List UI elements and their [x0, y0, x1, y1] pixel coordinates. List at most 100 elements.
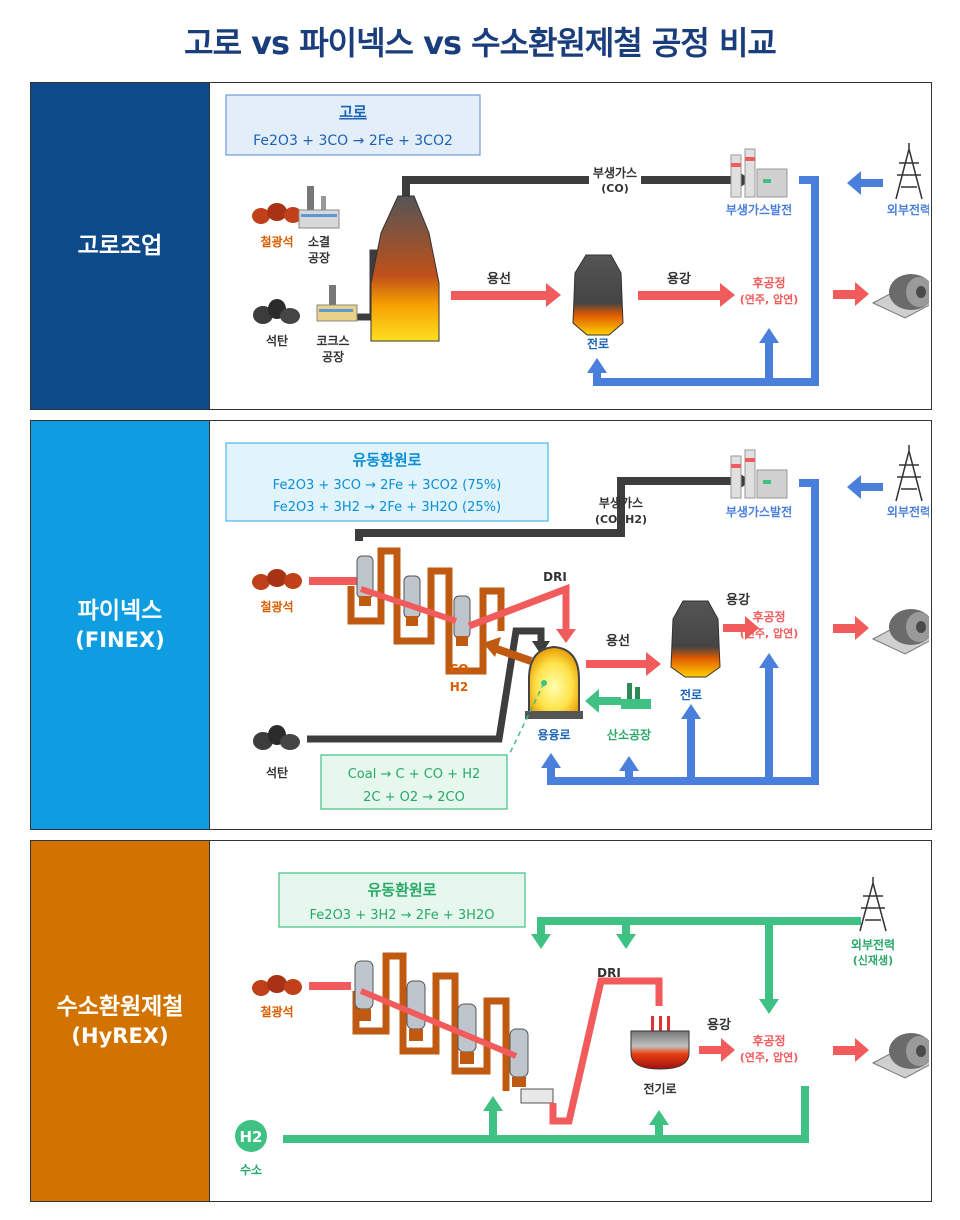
coal-icon	[253, 725, 300, 750]
bf-blue-return-line	[593, 176, 819, 386]
finex-molten-steel-label: 용강	[726, 592, 750, 608]
finex-power-plant-label: 부생가스발전	[726, 504, 792, 519]
hydrogen-icon	[235, 1120, 267, 1152]
iron-ore-icon	[252, 203, 302, 224]
finex-equation-box	[225, 442, 549, 522]
power-tower-icon	[895, 143, 923, 200]
page-title: 고로 vs 파이넥스 vs 수소환원제철 공정 비교	[184, 24, 777, 62]
steel-coil-icon	[871, 274, 929, 319]
finex-box-title: 유동환원로	[352, 451, 421, 469]
side-subtitle: (FINEX)	[75, 628, 165, 652]
power-tower-icon	[895, 445, 923, 502]
finex-melter-label: 용융로	[537, 727, 570, 742]
hyrex-molten-steel-label: 용강	[707, 1017, 731, 1033]
finex-coal-equation-box	[320, 754, 508, 810]
finex-gas-label-2: (CO, H2)	[595, 513, 647, 526]
finex-post-process-label-1: 후공정	[752, 609, 785, 624]
bf-iron-ore-label: 철광석	[260, 234, 293, 249]
bf-hot-metal-label: 용선	[487, 271, 511, 287]
hyrex-post-process-label-1: 후공정	[752, 1033, 785, 1048]
side-subtitle: (HyREX)	[71, 1024, 169, 1048]
finex-hot-metal-label: 용선	[606, 633, 630, 649]
bf-gas-line	[402, 176, 589, 203]
finex-converter-label: 전로	[680, 687, 702, 702]
bf-post-process-label-1: 후공정	[752, 275, 785, 290]
hyrex-h2-badge: H2	[240, 1128, 263, 1146]
finex-dri-label: DRI	[543, 570, 567, 584]
finex-dri-line	[467, 583, 570, 631]
melter-gasifier-icon	[525, 645, 583, 719]
bf-sinter-label-2: 공장	[308, 251, 330, 265]
electric-arc-furnace-icon	[630, 1016, 690, 1070]
finex-oxygen-plant-label: 산소공장	[607, 727, 651, 742]
bf-molten-steel-label: 용강	[667, 271, 691, 287]
finex-blue-return-line	[547, 479, 819, 785]
bf-external-power-arrow	[847, 171, 861, 195]
converter-icon	[670, 600, 721, 678]
bf-coke-label-1: 코크스	[316, 334, 349, 348]
finex-coal-label: 석탄	[266, 765, 288, 780]
finex-equation-2: Fe2O3 + 3H2 → 2Fe + 3H2O (25%)	[273, 500, 501, 515]
hyrex-side-label: 수소환원제철 (HyREX)	[31, 841, 210, 1201]
finex-post-process-label-2: (연주, 압연)	[740, 626, 799, 640]
bf-converter-label: 전로	[587, 336, 609, 351]
bf-power-plant-label: 부생가스발전	[726, 202, 792, 217]
hyrex-panel: 수소환원제철 (HyREX) 유동환원로 Fe2O3 + 3H2 → 2Fe +…	[30, 840, 932, 1202]
fluidized-reactor-icon	[352, 952, 510, 1091]
power-tower-icon	[859, 877, 887, 932]
power-plant-icon	[730, 148, 788, 198]
finex-coal-eq-2: 2C + O2 → 2CO	[363, 790, 465, 805]
bf-equation: Fe2O3 + 3CO → 2Fe + 3CO2	[253, 133, 453, 149]
blast-furnace-icon	[370, 195, 440, 342]
bf-gas-label-2: (CO)	[601, 182, 628, 195]
bf-coke-label-2: 공장	[322, 350, 344, 364]
steel-coil-icon	[871, 609, 929, 655]
bf-equation-box	[225, 94, 481, 156]
finex-equation-1: Fe2O3 + 3CO → 2Fe + 3CO2 (75%)	[273, 478, 502, 493]
finex-external-power-label: 외부전력	[887, 504, 929, 519]
converter-icon	[572, 254, 624, 336]
oxygen-plant-icon	[621, 683, 651, 709]
hyrex-equation: Fe2O3 + 3H2 → 2Fe + 3H2O	[310, 908, 495, 923]
sinter-plant-icon	[298, 186, 340, 229]
coal-icon	[253, 299, 300, 324]
blast-furnace-side-label: 고로조업	[31, 83, 210, 409]
side-title: 고로조업	[77, 233, 163, 259]
blast-furnace-diagram: 고로 Fe2O3 + 3CO → 2Fe + 3CO2 부생가스 (CO) 철광…	[225, 94, 929, 386]
finex-diagram: 유동환원로 Fe2O3 + 3CO → 2Fe + 3CO2 (75%) Fe2…	[225, 442, 929, 810]
hyrex-hydrogen-label: 수소	[240, 1163, 262, 1177]
hyrex-dri-label: DRI	[597, 966, 621, 980]
blast-furnace-panel: 고로조업 고로 Fe2O3 + 3CO → 2Fe + 3CO2 부생가스 (C…	[30, 82, 932, 410]
bf-gas-label-1: 부생가스	[593, 165, 637, 180]
hyrex-diagram: 유동환원로 Fe2O3 + 3H2 → 2Fe + 3H2O 외부전력 (신재생…	[235, 872, 929, 1177]
side-title: 수소환원제철	[56, 994, 184, 1020]
power-plant-icon	[730, 449, 788, 499]
finex-gas-label-1: 부생가스	[599, 495, 643, 510]
iron-ore-icon	[252, 975, 302, 996]
finex-iron-ore-label: 철광석	[260, 599, 293, 614]
hyrex-box-title: 유동환원로	[367, 881, 436, 899]
bf-coal-label: 석탄	[266, 333, 288, 348]
coke-plant-icon	[316, 285, 358, 322]
fluidized-reactor-icon	[347, 547, 505, 675]
finex-coal-eq-1: Coal → C + CO + H2	[348, 767, 481, 782]
finex-panel: 파이넥스 (FINEX) 유동환원로 Fe2O3 + 3CO → 2Fe + 3…	[30, 420, 932, 830]
iron-ore-icon	[252, 569, 302, 590]
hyrex-power-line	[537, 917, 861, 936]
hyrex-external-power-label-1: 외부전력	[851, 937, 895, 952]
hyrex-iron-ore-label: 철광석	[260, 1004, 293, 1019]
finex-gas-line	[355, 477, 736, 541]
hyrex-hydrogen-line	[283, 1086, 809, 1143]
hyrex-eaf-label: 전기로	[643, 1081, 676, 1096]
side-title: 파이넥스	[77, 598, 163, 624]
steel-coil-icon	[871, 1033, 929, 1079]
finex-side-label: 파이넥스 (FINEX)	[31, 421, 210, 829]
bf-box-title: 고로	[339, 103, 367, 121]
bf-post-process-label-2: (연주, 압연)	[740, 292, 799, 306]
bf-sinter-label-1: 소결	[308, 234, 330, 249]
hyrex-external-power-label-2: (신재생)	[853, 953, 893, 967]
finex-co-label: CO	[449, 662, 468, 676]
bf-external-power-label: 외부전력	[887, 202, 929, 217]
hyrex-post-process-label-2: (연주, 압연)	[740, 1050, 799, 1064]
hyrex-dri-line	[549, 977, 663, 1125]
